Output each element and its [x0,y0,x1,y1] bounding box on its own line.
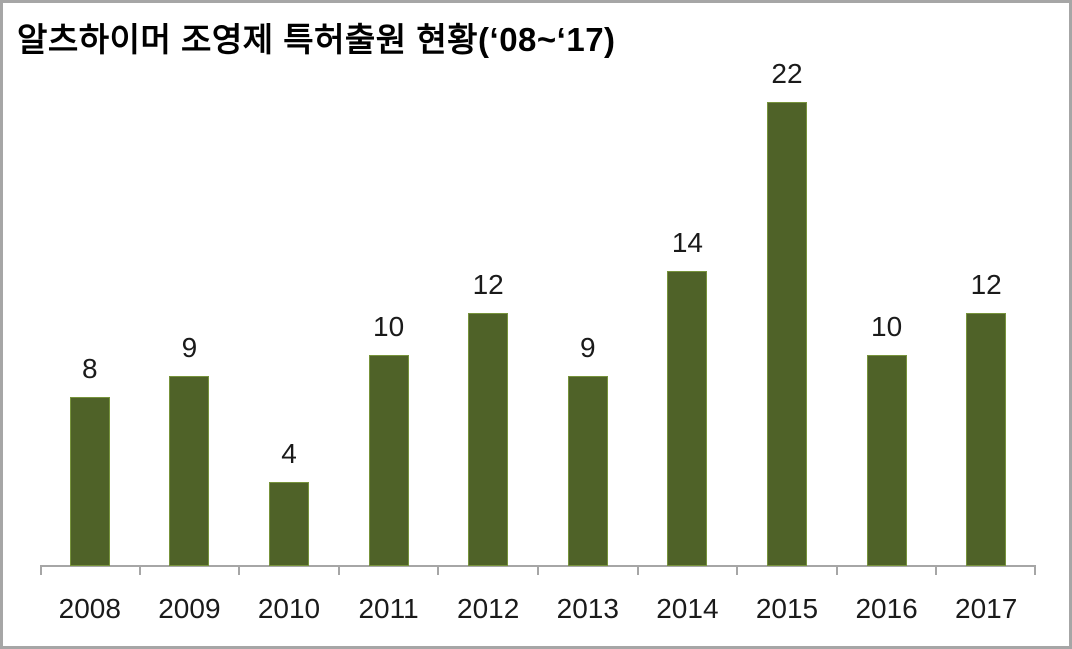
value-label: 12 [970,268,1002,300]
x-axis-tick [537,567,539,575]
x-axis-tick [1034,567,1036,575]
value-label: 10 [871,311,903,342]
x-axis-tick [636,567,639,575]
x-axis-tick [437,567,440,575]
bar-2009 [169,376,210,566]
value-label: 9 [181,332,198,364]
bar-2013 [567,376,608,566]
x-axis-tick [835,567,838,575]
x-axis-label: 2008 [58,593,121,624]
x-axis-label: 2015 [755,593,819,624]
x-axis-label: 2017 [955,593,1018,624]
value-label: 8 [82,353,98,385]
x-axis-tick [935,567,938,575]
x-axis-tick [238,567,241,575]
x-axis-line [40,565,1036,567]
x-axis-label: 2009 [158,593,221,624]
x-axis-label: 2013 [556,593,619,624]
value-label: 9 [580,332,596,364]
x-axis-label: 2014 [656,593,719,624]
bar-2016 [866,355,907,566]
plot-area: 8 2008 9 2009 4 2010 10 2011 12 2012 9 2013 14 2014 22… [40,3,1036,646]
x-axis-tick [736,567,739,575]
x-axis-label: 2012 [457,593,520,624]
bar-2008 [69,397,110,566]
value-label: 12 [472,268,504,300]
x-axis-label: 2011 [358,593,419,624]
bar-2012 [468,312,509,566]
chart-title: 알츠하이머 조영제 특허출원 현황(‘08~‘17) [17,21,616,58]
x-axis-tick [138,567,141,575]
bar-2011 [368,355,409,566]
x-axis-tick [40,567,42,575]
value-label: 10 [373,311,405,342]
x-axis-tick [337,567,340,575]
value-label: 22 [771,57,803,89]
bar-2017 [966,312,1007,566]
bar-2014 [667,270,708,566]
x-axis-label: 2010 [257,593,321,624]
bar-2015 [767,101,807,566]
bar-2010 [269,481,309,566]
x-axis-label: 2016 [855,593,918,624]
value-label: 14 [671,226,703,258]
value-label: 4 [281,437,297,469]
